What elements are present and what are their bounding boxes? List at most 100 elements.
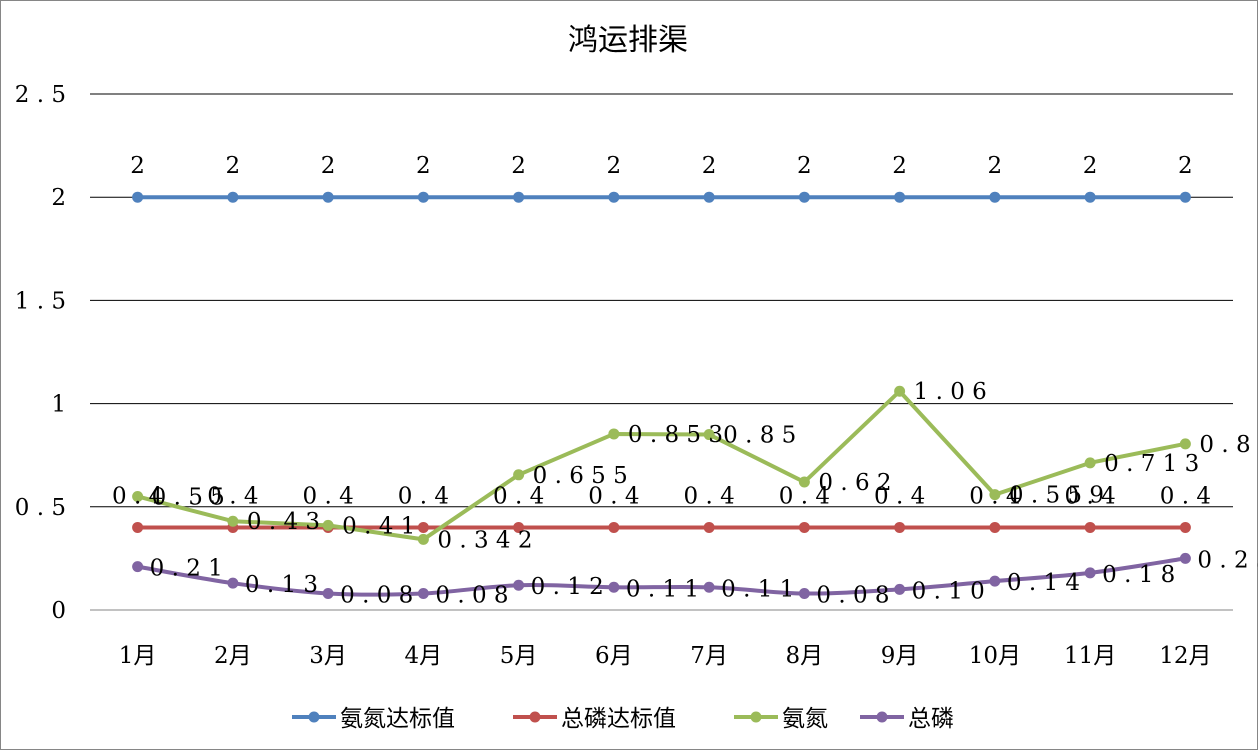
legend-marker [529, 711, 541, 723]
data-label: 0 . 4 [207, 483, 258, 509]
legend-marker [750, 711, 762, 723]
data-label: 0 . 0 8 [816, 582, 889, 608]
data-point [132, 561, 144, 573]
data-label: 0 . 0 8 [340, 582, 413, 608]
y-tick-label: 2 [51, 185, 66, 211]
data-label: 0 . 4 [1160, 483, 1211, 509]
data-point [322, 519, 334, 531]
data-point [1084, 567, 1096, 579]
x-tick-label: 12月 [1159, 643, 1211, 669]
data-label: 2 [416, 153, 431, 179]
data-label: 0 . 4 [874, 483, 925, 509]
data-label: 0 . 5 5 9 [1009, 483, 1104, 509]
data-point [703, 581, 715, 593]
data-point [322, 587, 334, 599]
data-point [513, 191, 525, 203]
data-point [1179, 191, 1191, 203]
data-label: 2 [607, 153, 622, 179]
data-point [513, 521, 525, 533]
data-label: 2 [988, 153, 1003, 179]
x-tick-label: 4月 [405, 643, 443, 669]
data-label: 2 [892, 153, 907, 179]
x-tick-label: 5月 [500, 643, 538, 669]
data-point [989, 521, 1001, 533]
series-group [132, 191, 1191, 599]
data-point [227, 191, 239, 203]
data-point [703, 521, 715, 533]
x-tick-label: 8月 [786, 643, 824, 669]
data-point [989, 489, 1001, 501]
data-point [703, 429, 715, 441]
data-point [608, 521, 620, 533]
y-tick-label: 1 . 5 [15, 288, 66, 314]
data-label: 0 . 7 1 3 [1104, 451, 1199, 477]
data-point [513, 469, 525, 481]
data-label: 2 [511, 153, 526, 179]
data-label: 0 . 8 0 5 [1199, 432, 1258, 458]
data-label: 0 . 4 3 [247, 509, 320, 535]
x-tick-label: 7月 [690, 643, 728, 669]
data-label: 0 . 1 8 [1102, 562, 1175, 588]
data-point [989, 575, 1001, 587]
y-tick-label: 2 . 5 [15, 82, 66, 108]
legend-label: 氨氮达标值 [340, 706, 455, 732]
legend-label: 氨氮 [782, 706, 828, 732]
data-label: 0 . 4 [398, 483, 449, 509]
data-label: 0 . 4 [588, 483, 639, 509]
data-label: 2 [797, 153, 812, 179]
data-point [798, 521, 810, 533]
y-tick-label: 1 [51, 392, 66, 418]
data-label: 0 . 8 5 [723, 423, 796, 449]
data-point [894, 191, 906, 203]
data-point [894, 521, 906, 533]
data-label: 2 [226, 153, 241, 179]
data-point [132, 191, 144, 203]
data-point [1179, 438, 1191, 450]
data-point [608, 191, 620, 203]
data-label: 2 [130, 153, 145, 179]
legend-marker [876, 711, 888, 723]
data-label: 0 . 5 5 [152, 484, 225, 510]
data-point [989, 191, 1001, 203]
data-label: 0 . 8 5 3 [628, 422, 723, 448]
data-point [227, 577, 239, 589]
y-tick-label: 0 [51, 598, 66, 624]
data-point [1084, 457, 1096, 469]
x-axis-ticks: 1月 2月 3月 4月 5月 6月 7月 8月 9月 10月 11月 12月 [119, 643, 1212, 669]
data-label: 0 . 6 2 [818, 470, 891, 496]
data-point [132, 521, 144, 533]
data-label: 2 [1178, 153, 1193, 179]
data-label: 0 . 2 1 [150, 556, 223, 582]
data-point [227, 515, 239, 527]
x-tick-label: 10月 [969, 643, 1021, 669]
data-label: 1 . 0 6 [914, 379, 987, 405]
data-point [1084, 191, 1096, 203]
data-point [608, 581, 620, 593]
legend: 氨氮达标值 总磷达标值 氨氮 总磷 [292, 706, 954, 732]
data-label: 2 [702, 153, 717, 179]
data-label: 0 . 1 0 [912, 578, 985, 604]
x-tick-label: 2月 [214, 643, 252, 669]
x-tick-label: 1月 [119, 643, 157, 669]
data-label: 0 . 1 4 [1007, 570, 1080, 596]
data-label: 0 . 4 [969, 483, 1020, 509]
data-label: 0 . 0 8 [435, 582, 508, 608]
x-tick-label: 9月 [881, 643, 919, 669]
data-point [608, 428, 620, 440]
y-axis-ticks: 0 0 . 5 1 1 . 5 2 2 . 5 [15, 82, 66, 624]
data-point [798, 587, 810, 599]
data-label: 0 . 4 [779, 483, 830, 509]
chart-title: 鸿运排渠 [568, 23, 688, 58]
legend-marker [308, 711, 320, 723]
y-tick-label: 0 . 5 [15, 495, 66, 521]
data-point [513, 579, 525, 591]
data-point [703, 191, 715, 203]
data-point [132, 490, 144, 502]
data-point [322, 191, 334, 203]
data-point [894, 583, 906, 595]
data-label: 0 . 1 1 [721, 576, 794, 602]
data-label: 0 . 3 4 2 [437, 527, 532, 553]
x-tick-label: 11月 [1064, 643, 1116, 669]
